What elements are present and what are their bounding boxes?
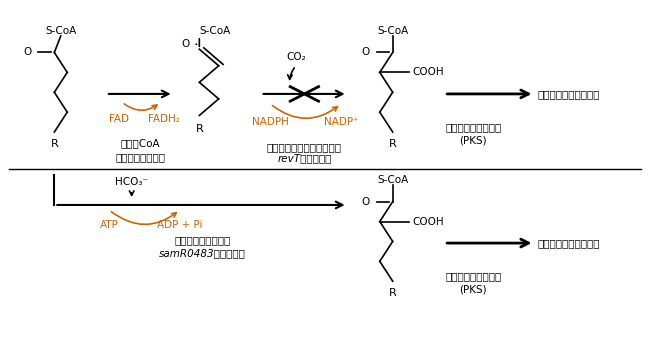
Text: アシルCoA: アシルCoA <box>120 139 160 149</box>
Text: デヒドロゲナーゼ: デヒドロゲナーゼ <box>115 152 165 162</box>
Text: R: R <box>196 124 203 134</box>
Text: NADP⁺: NADP⁺ <box>324 117 358 127</box>
Text: ポリケチド合成酵素: ポリケチド合成酵素 <box>445 271 501 281</box>
Text: COOH: COOH <box>412 217 443 226</box>
Text: R: R <box>51 139 58 149</box>
Text: samR0483遺伝子導入: samR0483遺伝子導入 <box>159 248 246 258</box>
Text: S-CoA: S-CoA <box>377 175 408 185</box>
Text: S-CoA: S-CoA <box>377 26 408 36</box>
Text: O: O <box>23 48 32 58</box>
Text: リベロマイシン非生産: リベロマイシン非生産 <box>538 89 600 99</box>
Text: CO₂: CO₂ <box>286 53 306 62</box>
Text: O: O <box>362 197 370 207</box>
Text: R: R <box>389 139 396 149</box>
Text: R: R <box>389 288 396 298</box>
FancyArrowPatch shape <box>129 191 134 195</box>
Text: ポリケチド合成酵素: ポリケチド合成酵素 <box>445 122 501 132</box>
Text: O: O <box>181 39 190 49</box>
Text: S-CoA: S-CoA <box>200 26 231 36</box>
Text: リベロマイシン再生産: リベロマイシン再生産 <box>538 238 600 248</box>
Text: カルボキシル化酵素: カルボキシル化酵素 <box>174 235 231 245</box>
Text: COOH: COOH <box>412 67 443 78</box>
Text: ATP: ATP <box>99 220 118 230</box>
FancyArrowPatch shape <box>288 68 294 79</box>
Text: FAD: FAD <box>109 114 129 124</box>
Text: (PKS): (PKS) <box>460 284 487 295</box>
FancyArrowPatch shape <box>124 104 157 110</box>
FancyArrowPatch shape <box>111 212 176 224</box>
Text: 還元・カルボキシル化酵素: 還元・カルボキシル化酵素 <box>267 142 342 152</box>
Text: O: O <box>362 48 370 58</box>
Text: NADPH: NADPH <box>252 117 289 127</box>
FancyArrowPatch shape <box>272 105 337 118</box>
Text: HCO₃⁻: HCO₃⁻ <box>115 177 148 187</box>
Text: S-CoA: S-CoA <box>45 26 77 36</box>
Text: ADP + Pi: ADP + Pi <box>157 220 203 230</box>
Text: revT遺伝子破壊: revT遺伝子破壊 <box>277 154 332 163</box>
Text: (PKS): (PKS) <box>460 135 487 145</box>
Text: FADH₂: FADH₂ <box>148 114 180 124</box>
